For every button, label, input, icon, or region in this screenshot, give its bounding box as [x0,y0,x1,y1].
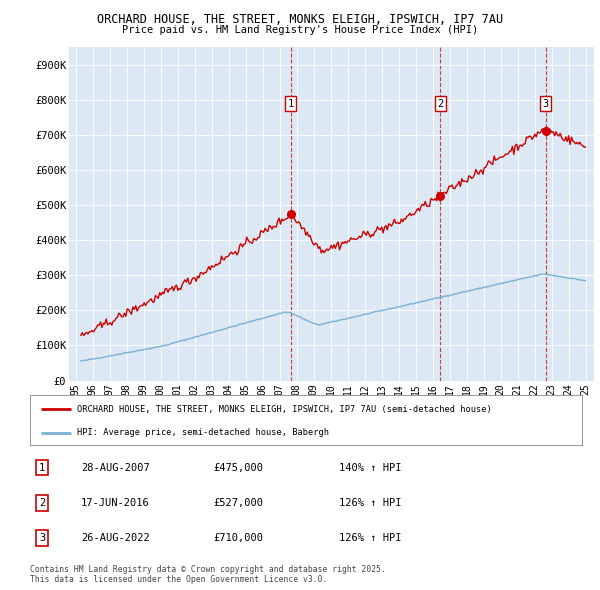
Text: 3: 3 [542,99,549,109]
Text: 126% ↑ HPI: 126% ↑ HPI [339,498,401,508]
Text: ORCHARD HOUSE, THE STREET, MONKS ELEIGH, IPSWICH, IP7 7AU: ORCHARD HOUSE, THE STREET, MONKS ELEIGH,… [97,13,503,26]
Text: 2: 2 [39,498,45,508]
Text: £710,000: £710,000 [213,533,263,543]
Text: 2: 2 [437,99,443,109]
Text: £475,000: £475,000 [213,463,263,473]
Text: ORCHARD HOUSE, THE STREET, MONKS ELEIGH, IPSWICH, IP7 7AU (semi-detached house): ORCHARD HOUSE, THE STREET, MONKS ELEIGH,… [77,405,491,414]
Text: Price paid vs. HM Land Registry's House Price Index (HPI): Price paid vs. HM Land Registry's House … [122,25,478,35]
Text: 26-AUG-2022: 26-AUG-2022 [81,533,150,543]
Text: 126% ↑ HPI: 126% ↑ HPI [339,533,401,543]
Text: 17-JUN-2016: 17-JUN-2016 [81,498,150,508]
Text: 1: 1 [287,99,294,109]
Text: HPI: Average price, semi-detached house, Babergh: HPI: Average price, semi-detached house,… [77,428,329,437]
Text: 1: 1 [39,463,45,473]
Text: 28-AUG-2007: 28-AUG-2007 [81,463,150,473]
Text: 140% ↑ HPI: 140% ↑ HPI [339,463,401,473]
Text: £527,000: £527,000 [213,498,263,508]
Text: 3: 3 [39,533,45,543]
Text: Contains HM Land Registry data © Crown copyright and database right 2025.
This d: Contains HM Land Registry data © Crown c… [30,565,386,584]
